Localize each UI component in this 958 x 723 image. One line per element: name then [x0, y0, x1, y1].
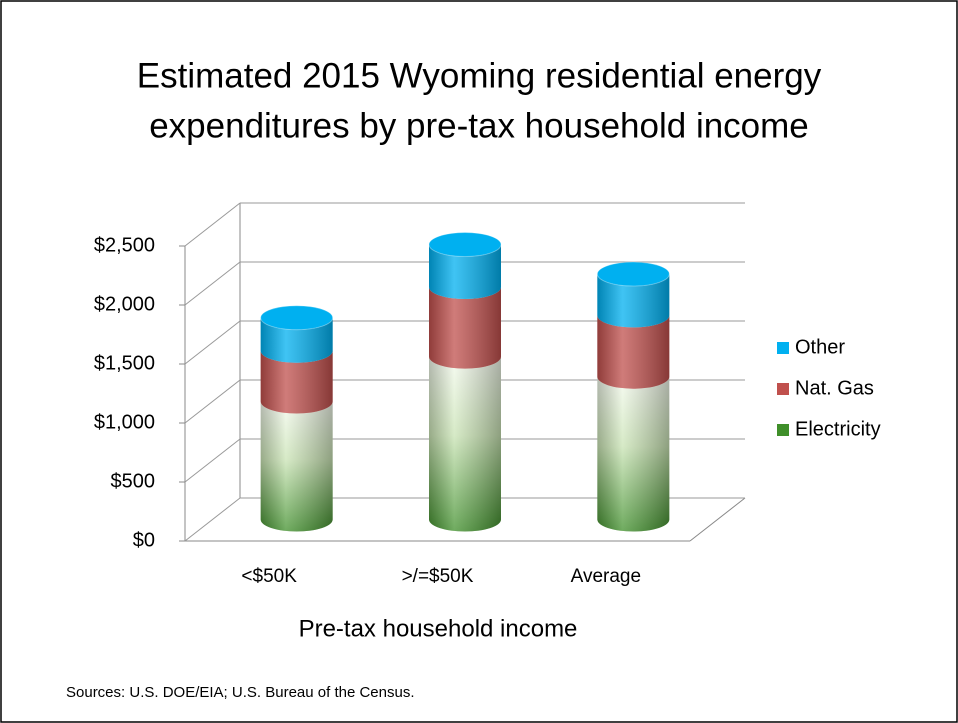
segment-shade: [429, 244, 501, 300]
cylinder-segment: [597, 274, 670, 328]
segment-shade: [597, 315, 670, 389]
cylinder-segment: [597, 315, 670, 389]
cylinder-segment: [429, 244, 501, 300]
grid-line: [184, 202, 241, 247]
legend-label: Other: [795, 336, 845, 358]
segment-shade: [597, 376, 670, 532]
y-tick-label: $2,500: [94, 234, 155, 256]
segment-shade: [260, 317, 333, 363]
segment-shade: [260, 401, 333, 532]
x-axis-title: Pre-tax household income: [299, 615, 578, 642]
legend-label: Electricity: [795, 418, 881, 440]
cylinder-top: [260, 305, 334, 331]
cylinder-segment: [260, 401, 333, 532]
cylinder-segment: [260, 317, 333, 363]
legend-swatch: [777, 342, 789, 354]
grid-line: [184, 497, 241, 542]
y-tick-label: $500: [111, 470, 156, 492]
grid-line: [184, 261, 241, 306]
cylinder-top: [428, 232, 502, 258]
cylinder-segment: [429, 287, 501, 369]
cylinder-top: [596, 261, 670, 287]
cylinder-segment: [597, 376, 670, 532]
cylinder-segment: [429, 356, 501, 532]
y-tick-label: $1,000: [94, 411, 155, 433]
x-tick-label: <$50K: [241, 566, 297, 587]
y-tick-label: $1,500: [94, 352, 155, 374]
segment-shade: [260, 350, 333, 414]
segment-shade: [429, 287, 501, 369]
grid-line: [184, 379, 241, 424]
x-tick-label: >/=$50K: [402, 566, 474, 587]
source-note: Sources: U.S. DOE/EIA; U.S. Bureau of th…: [66, 684, 415, 701]
legend-swatch: [777, 424, 789, 436]
floor-edge: [689, 497, 746, 542]
grid-line: [184, 320, 241, 365]
y-tick-label: $2,000: [94, 293, 155, 315]
grid-line: [184, 438, 241, 483]
x-tick-label: Average: [571, 566, 641, 587]
segment-shade: [429, 356, 501, 532]
cylinder-segment: [260, 350, 333, 414]
chart-title: expenditures by pre-tax household income: [149, 106, 809, 145]
y-tick-label: $0: [133, 529, 155, 551]
legend-label: Nat. Gas: [795, 377, 874, 399]
segment-shade: [597, 274, 670, 328]
chart-title: Estimated 2015 Wyoming residential energ…: [137, 56, 822, 95]
legend-swatch: [777, 383, 789, 395]
